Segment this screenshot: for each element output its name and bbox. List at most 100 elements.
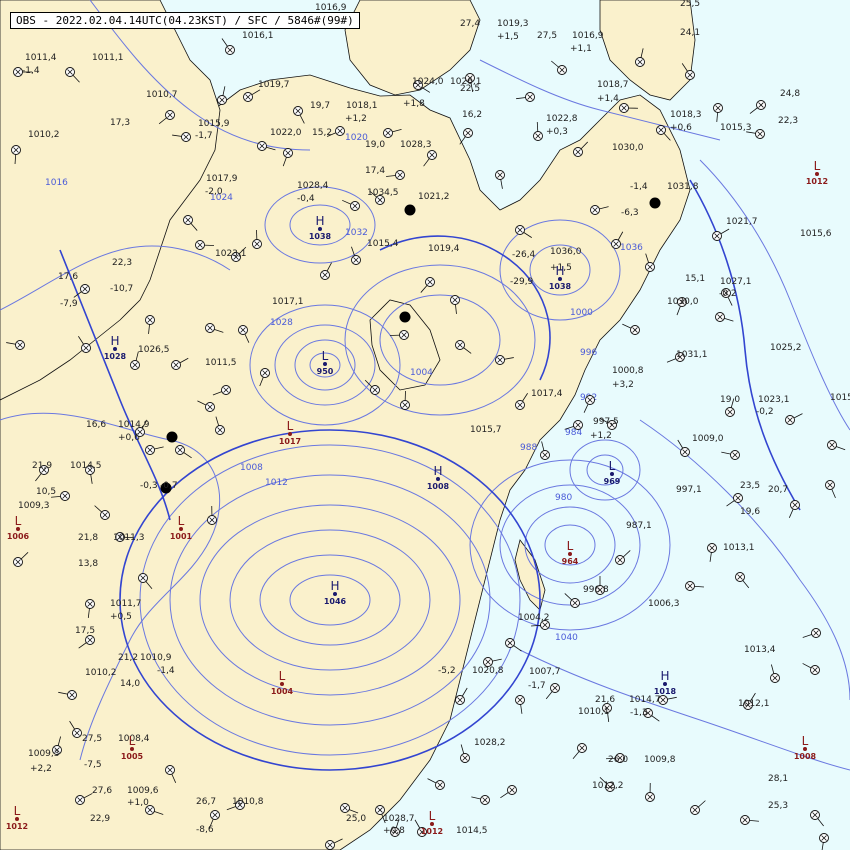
station-precipitation (160, 482, 172, 494)
system-center-dot (803, 747, 807, 751)
isobar-label: 1000 (570, 308, 593, 318)
station-cross (74, 730, 80, 736)
station-marker (375, 805, 386, 824)
system-pressure: 1004 (271, 687, 294, 696)
station-marker (205, 323, 224, 333)
station-marker (171, 357, 189, 370)
observation-value: 1009,0 (692, 434, 724, 444)
station-cross (552, 685, 558, 691)
observation-value: 1034,5 (367, 188, 399, 198)
station-cross (772, 675, 778, 681)
station-cross (613, 241, 619, 247)
station-marker (390, 818, 400, 837)
station-cross (183, 134, 189, 140)
system-center-dot (179, 527, 183, 531)
station-cross (607, 784, 613, 790)
system-center-dot (663, 682, 667, 686)
high-pressure-center: H 1038 (309, 214, 332, 241)
station-cross (167, 112, 173, 118)
system-pressure: 1028 (104, 352, 127, 361)
observation-value: -0,2 (719, 289, 737, 299)
station-cross (609, 422, 615, 428)
station-marker (172, 132, 191, 142)
observations: 1011,4 -1,4 1011,1 1010,2 17,3 1010,7 1015,9 -1… (18, 0, 850, 836)
station-cross (17, 342, 23, 348)
observation-value: 27,5 (537, 31, 557, 41)
observation-value: +0,6 (670, 123, 692, 133)
observation-value: 22,3 (778, 116, 798, 126)
observation-value: 27,4 (460, 19, 480, 29)
observation-value: 1023,1 (758, 395, 790, 405)
station-marker (427, 778, 445, 790)
system-center-dot (568, 552, 572, 556)
station-cross (682, 449, 688, 455)
system-pressure: 1006 (7, 532, 30, 541)
station-marker (135, 419, 148, 437)
station-cross (621, 105, 627, 111)
system-pressure: 1008 (427, 482, 450, 491)
observation-value: 997,5 (593, 417, 619, 427)
station-marker (533, 121, 543, 141)
station-marker (572, 743, 587, 759)
low-pressure-center: L 1012 (806, 159, 828, 186)
station-cross (254, 241, 260, 247)
station-marker (635, 48, 645, 67)
observation-value: 1021,7 (726, 217, 758, 227)
low-pressure-center: L 950 (317, 349, 334, 376)
station-marker (85, 465, 95, 484)
isobar-label: 1004 (410, 368, 433, 378)
station-cross (465, 130, 471, 136)
station-cross (147, 807, 153, 813)
observation-value: 1014,5 (70, 461, 102, 471)
observation-value: -1,7 (195, 131, 213, 141)
observation-value: 21,6 (595, 695, 615, 705)
station-cross (102, 512, 108, 518)
station-marker (145, 315, 155, 334)
observation-value: 1030,0 (612, 143, 644, 153)
isobar-label: 1040 (555, 633, 578, 643)
station-cross (645, 710, 651, 716)
station-cross (758, 102, 764, 108)
station-marker (515, 393, 528, 410)
isobar-label: 1016 (45, 178, 68, 188)
station-marker (802, 628, 821, 638)
system-letter: H (433, 464, 442, 478)
observation-value: +0,6 (118, 433, 140, 443)
station-marker (65, 67, 80, 83)
station-marker (209, 810, 220, 829)
station-marker (420, 277, 435, 293)
observation-value: +2,2 (30, 764, 52, 774)
observation-value: +0,5 (110, 612, 132, 622)
station-marker (320, 262, 332, 280)
station-cross (41, 467, 47, 473)
station-markers (6, 38, 846, 850)
observation-value: -1,4 (22, 66, 40, 76)
station-cross (67, 69, 73, 75)
station-marker (243, 89, 261, 102)
system-center-dot (318, 227, 322, 231)
observation-value: 25,3 (768, 801, 788, 811)
station-marker (583, 395, 595, 413)
station-cross (240, 327, 246, 333)
station-marker (78, 635, 95, 649)
system-letter: L (287, 419, 294, 433)
system-center-dot (323, 362, 327, 366)
station-cross (372, 387, 378, 393)
station-cross (227, 47, 233, 53)
station-marker (145, 445, 164, 455)
land-masses (0, 0, 696, 850)
station-cross (87, 467, 93, 473)
system-letter: L (609, 459, 616, 473)
system-letter: L (814, 159, 821, 173)
station-cross (62, 493, 68, 499)
station-cross (727, 409, 733, 415)
station-cross (117, 534, 123, 540)
high-pressure-center: H 1018 (654, 669, 677, 696)
station-marker (615, 550, 631, 565)
station-marker (207, 505, 217, 525)
system-letter: H (315, 214, 324, 228)
observation-value: 19,0 (365, 140, 385, 150)
observation-value: 1009,6 (127, 786, 159, 796)
station-cross (592, 207, 598, 213)
station-marker (685, 581, 704, 591)
